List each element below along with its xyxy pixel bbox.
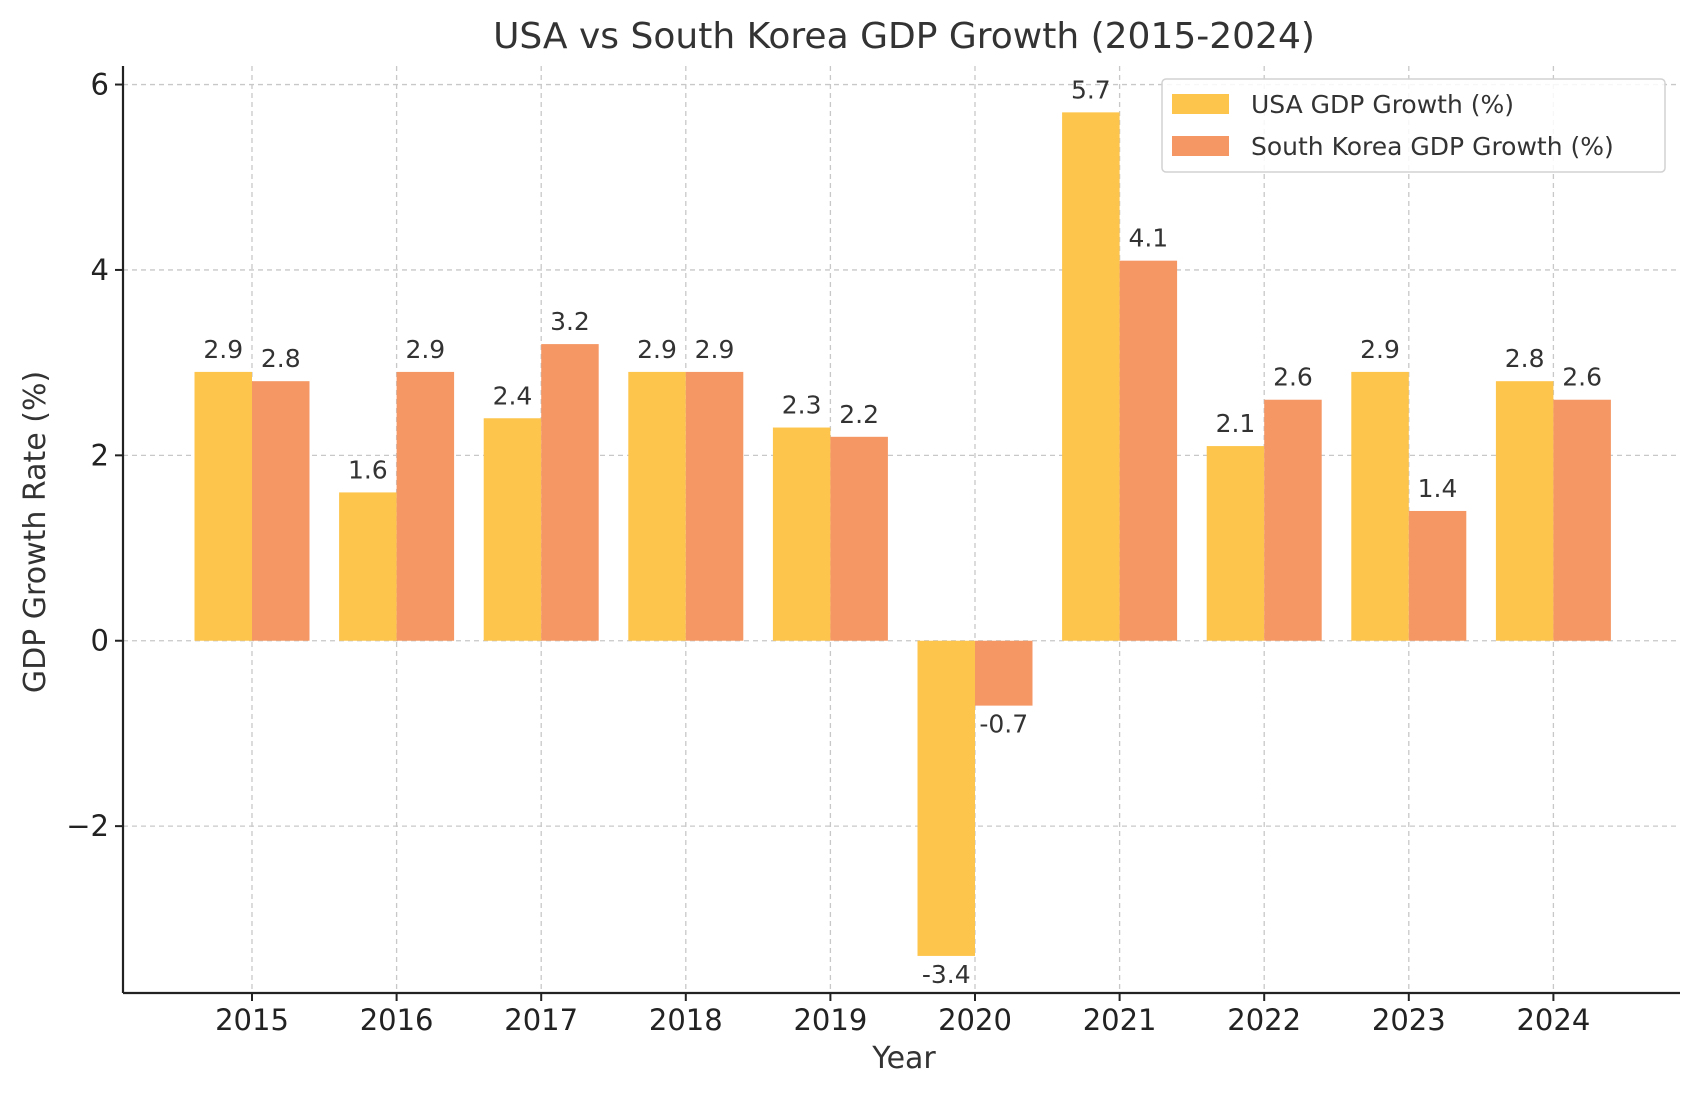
data-label-south-korea-2019: 2.2 <box>839 400 879 429</box>
bar-usa-2016 <box>339 492 397 641</box>
bar-south-korea-2021 <box>1119 260 1178 641</box>
bar-usa-2022 <box>1206 446 1265 641</box>
data-label-south-korea-2024: 2.6 <box>1562 363 1602 392</box>
x-tick-label: 2022 <box>1227 1003 1301 1037</box>
legend: USA GDP Growth (%) South Korea GDP Growt… <box>1161 78 1666 173</box>
bar-usa-2017 <box>483 418 542 641</box>
x-tick-label: 2024 <box>1516 1003 1590 1037</box>
data-label-south-korea-2016: 2.9 <box>405 335 445 364</box>
y-tick-label: 2 <box>91 438 109 472</box>
data-labels: 2.9 1.6 2.4 2.9 2.3 -3.4 5.7 2.1 2.9 2.8 2.8 2.9 3.2… <box>203 75 1602 989</box>
data-label-south-korea-2017: 3.2 <box>550 307 590 336</box>
ticks: −2 0 2 4 6 2015 2016 2017 2018 2019 2020 2021 2022 20… <box>66 68 1590 1037</box>
data-label-south-korea-2022: 2.6 <box>1273 363 1313 392</box>
y-tick-label: 4 <box>91 253 109 287</box>
legend-label-south-korea: South Korea GDP Growth (%) <box>1251 132 1614 161</box>
bar-usa-2018 <box>628 371 686 641</box>
data-label-usa-2019: 2.3 <box>782 391 822 420</box>
y-tick-label: 0 <box>91 624 109 658</box>
bar-usa-2019 <box>772 427 831 641</box>
data-label-usa-2022: 2.1 <box>1216 409 1256 438</box>
data-label-south-korea-2020: -0.7 <box>979 710 1028 739</box>
chart-title: USA vs South Korea GDP Growth (2015-2024… <box>493 16 1315 57</box>
bar-usa-2024 <box>1495 381 1554 641</box>
bar-south-korea-2015 <box>252 381 310 641</box>
data-label-south-korea-2021: 4.1 <box>1128 224 1168 253</box>
bar-south-korea-2017 <box>541 344 599 641</box>
bar-south-korea-2024 <box>1553 399 1611 641</box>
data-label-usa-2020: -3.4 <box>922 960 971 989</box>
bar-south-korea-2019 <box>830 436 888 641</box>
x-tick-label: 2020 <box>938 1003 1012 1037</box>
data-label-usa-2015: 2.9 <box>203 335 243 364</box>
bars <box>194 112 1611 956</box>
data-label-usa-2018: 2.9 <box>637 335 677 364</box>
bar-usa-2015 <box>194 371 252 641</box>
bar-usa-2023 <box>1351 371 1409 641</box>
bar-south-korea-2018 <box>685 371 744 641</box>
data-label-south-korea-2015: 2.8 <box>261 344 301 373</box>
y-axis-label: GDP Growth Rate (%) <box>18 371 53 693</box>
x-tick-label: 2015 <box>215 1003 289 1037</box>
bar-south-korea-2022 <box>1264 399 1322 641</box>
x-tick-label: 2019 <box>793 1003 867 1037</box>
legend-label-usa: USA GDP Growth (%) <box>1251 90 1514 119</box>
data-label-usa-2023: 2.9 <box>1360 335 1400 364</box>
data-label-usa-2024: 2.8 <box>1505 344 1545 373</box>
bar-south-korea-2020 <box>975 640 1033 706</box>
legend-swatch-usa <box>1172 94 1229 114</box>
data-label-usa-2017: 2.4 <box>493 381 533 410</box>
data-label-usa-2021: 5.7 <box>1071 75 1111 104</box>
legend-swatch-south-korea <box>1172 136 1229 156</box>
data-label-south-korea-2023: 1.4 <box>1418 474 1458 503</box>
data-label-usa-2016: 1.6 <box>348 455 388 484</box>
y-tick-label: 6 <box>91 68 109 102</box>
axes <box>121 66 1680 995</box>
x-tick-label: 2017 <box>504 1003 578 1037</box>
x-axis-label: Year <box>871 1041 936 1076</box>
x-tick-label: 2016 <box>360 1003 434 1037</box>
bar-south-korea-2023 <box>1408 510 1467 641</box>
bar-usa-2021 <box>1062 112 1120 641</box>
bar-usa-2020 <box>917 640 975 956</box>
bar-south-korea-2016 <box>396 371 455 641</box>
x-tick-label: 2021 <box>1083 1003 1157 1037</box>
data-label-south-korea-2018: 2.9 <box>695 335 735 364</box>
x-tick-label: 2018 <box>649 1003 723 1037</box>
x-tick-label: 2023 <box>1372 1003 1446 1037</box>
legend-frame <box>1161 78 1666 173</box>
y-tick-label: −2 <box>66 809 109 843</box>
